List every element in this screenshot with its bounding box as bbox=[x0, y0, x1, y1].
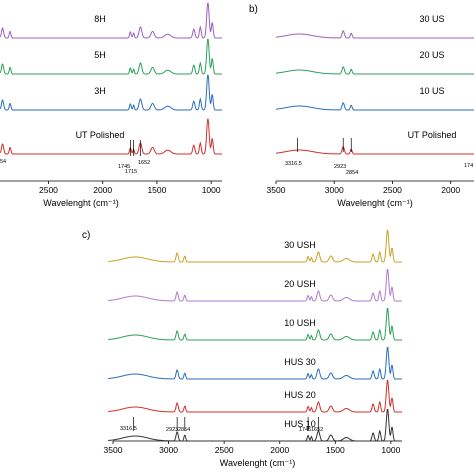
series-line-b-0 bbox=[275, 30, 474, 39]
x-tick-label-c-3: 2000 bbox=[270, 445, 289, 455]
annotation-c-1: 2923 bbox=[166, 427, 178, 433]
x-tick-label-c-0: 3500 bbox=[104, 445, 123, 455]
series-line-a-3 bbox=[0, 118, 222, 155]
series-label-c-5: HUS 10 bbox=[284, 419, 316, 429]
x-tick-label-a-1: 2000 bbox=[93, 185, 112, 195]
series-label-c-3: HUS 30 bbox=[284, 357, 316, 367]
x-tick-label-a-2: 1500 bbox=[147, 185, 166, 195]
annotation-a-1: 1715 bbox=[125, 169, 137, 175]
series-line-a-0 bbox=[0, 2, 222, 39]
annotation-b-3: 174 bbox=[464, 163, 473, 169]
series-label-b-1: 20 US bbox=[419, 50, 444, 60]
series-label-c-2: 10 USH bbox=[284, 318, 316, 328]
x-axis-label-b: Wavelenght (cm⁻¹) bbox=[337, 198, 412, 208]
series-line-c-5 bbox=[108, 409, 402, 442]
series-label-b-2: 10 US bbox=[419, 86, 444, 96]
x-tick-label-a-3: 1000 bbox=[202, 185, 221, 195]
x-tick-label-c-1: 3000 bbox=[159, 445, 178, 455]
panel-label-b: b) bbox=[249, 4, 258, 15]
series-label-b-0: 30 US bbox=[419, 14, 444, 24]
series-label-a-0: 8H bbox=[94, 14, 106, 24]
annotation-c-4: 1652 bbox=[311, 427, 323, 433]
x-tick-label-c-2: 2500 bbox=[215, 445, 234, 455]
x-tick-label-b-1: 3000 bbox=[325, 185, 344, 195]
series-label-c-0: 30 USH bbox=[284, 240, 316, 250]
series-label-b-3: UT Polished bbox=[408, 130, 457, 140]
annotation-b-0: 3316,5 bbox=[285, 161, 302, 167]
x-tick-label-b-0: 3500 bbox=[267, 185, 286, 195]
x-axis-label-c: Wavelenght (cm⁻¹) bbox=[220, 458, 295, 468]
series-label-c-4: HUS 20 bbox=[284, 390, 316, 400]
series-line-b-3 bbox=[275, 146, 474, 155]
x-tick-label-b-3: 2000 bbox=[441, 185, 460, 195]
annotation-a-2: 1652 bbox=[138, 160, 150, 166]
x-axis-label-a: Wavelenght (cm⁻¹) bbox=[43, 198, 118, 208]
annotation-b-2: 2854 bbox=[346, 170, 358, 176]
x-tick-label-a-0: 2500 bbox=[39, 185, 58, 195]
annotation-b-1: 2923 bbox=[334, 164, 346, 170]
annotation-c-2: 2854 bbox=[178, 427, 190, 433]
annotation-c-0: 3316,5 bbox=[120, 426, 137, 432]
series-line-c-4 bbox=[108, 380, 402, 413]
series-line-b-2 bbox=[275, 102, 474, 111]
annotation-c-3: 1745 bbox=[299, 427, 311, 433]
series-line-a-1 bbox=[0, 38, 222, 75]
series-line-c-2 bbox=[108, 308, 402, 341]
series-label-a-1: 5H bbox=[94, 50, 106, 60]
annotation-a-0: 1745 bbox=[118, 164, 130, 170]
panel-label-c: c) bbox=[82, 230, 90, 241]
x-tick-label-b-2: 2500 bbox=[383, 185, 402, 195]
series-line-c-3 bbox=[108, 347, 402, 380]
series-line-b-1 bbox=[275, 66, 474, 75]
series-line-c-1 bbox=[108, 269, 402, 302]
series-line-c-0 bbox=[108, 230, 402, 263]
x-tick-label-c-4: 1500 bbox=[326, 445, 345, 455]
series-label-a-3: UT Polished bbox=[76, 130, 125, 140]
series-label-c-1: 20 USH bbox=[284, 279, 316, 289]
series-line-a-2 bbox=[0, 74, 222, 111]
x-tick-label-c-5: 1000 bbox=[381, 445, 400, 455]
annotation-a-3: 54 bbox=[0, 159, 6, 165]
series-label-a-2: 3H bbox=[94, 86, 106, 96]
